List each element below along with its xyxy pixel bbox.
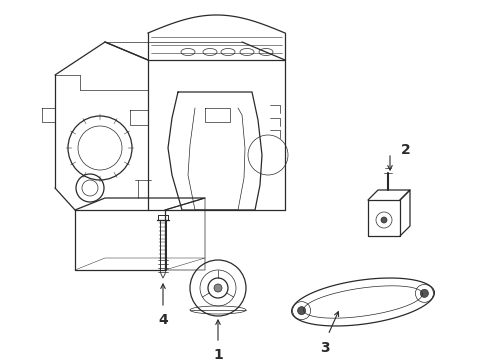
Circle shape xyxy=(297,307,306,315)
Text: 2: 2 xyxy=(401,143,411,157)
Circle shape xyxy=(420,289,428,297)
Text: 1: 1 xyxy=(213,348,223,360)
Circle shape xyxy=(381,217,387,223)
Text: 3: 3 xyxy=(320,341,330,355)
Circle shape xyxy=(214,284,222,292)
Text: 4: 4 xyxy=(158,313,168,327)
